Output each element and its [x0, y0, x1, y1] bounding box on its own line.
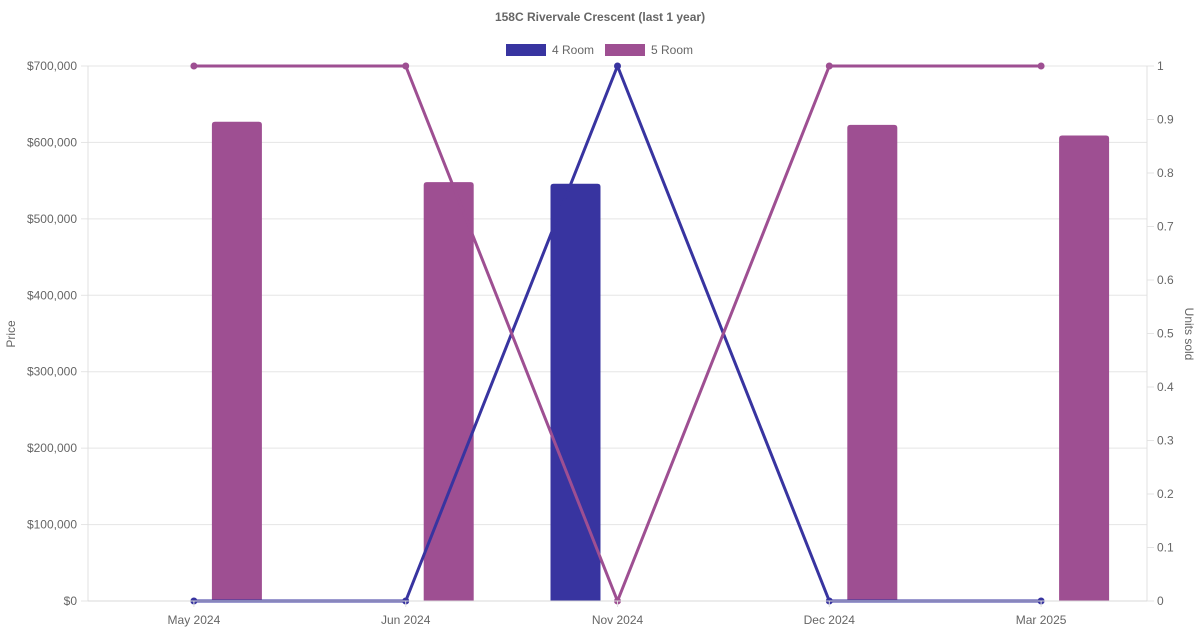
- bar-5-room-may-2024[interactable]: [211, 121, 262, 602]
- point-5-room-mar-2025[interactable]: [1037, 62, 1045, 70]
- chart-title: 158C Rivervale Crescent (last 1 year): [495, 10, 705, 24]
- legend-label-5-room: 5 Room: [651, 43, 693, 57]
- legend-label-4-room: 4 Room: [552, 43, 594, 57]
- legend: 4 Room 5 Room: [506, 43, 693, 57]
- left-tick-label: $400,000: [27, 288, 77, 302]
- left-tick-label: $100,000: [27, 518, 77, 532]
- left-tick-label: $300,000: [27, 365, 77, 379]
- point-5-room-may-2024[interactable]: [190, 62, 198, 70]
- axes: $0 $100,000 $200,000 $300,000 $400,000 $500,0…: [27, 59, 1174, 627]
- units-sold-lines: [190, 62, 1045, 605]
- right-tick-label: 0.7: [1157, 220, 1174, 234]
- bar-5-room-dec-2024[interactable]: [847, 124, 898, 601]
- x-tick-label-may-2024: May 2024: [168, 613, 221, 627]
- left-tick-label: $200,000: [27, 441, 77, 455]
- legend-item-5-room[interactable]: 5 Room: [605, 43, 693, 57]
- right-tick-label: 0.5: [1157, 327, 1174, 341]
- gridlines: [88, 65, 1147, 602]
- bar-5-room-jun-2024[interactable]: [423, 182, 474, 601]
- line-4-room-units-sold: [193, 64, 1042, 603]
- right-tick-label: 0.4: [1157, 380, 1174, 394]
- right-tick-label: 0.2: [1157, 487, 1174, 501]
- legend-item-4-room[interactable]: 4 Room: [506, 43, 594, 57]
- left-tick-label: $700,000: [27, 59, 77, 73]
- bar-4-room-nov-2024[interactable]: [550, 183, 601, 601]
- x-tick-label-dec-2024: Dec 2024: [804, 613, 856, 627]
- right-tick-label: 1: [1157, 59, 1164, 73]
- point-5-room-dec-2024[interactable]: [825, 62, 833, 70]
- bar-5-room-mar-2025[interactable]: [1059, 135, 1110, 602]
- right-tick-label: 0.1: [1157, 541, 1174, 555]
- right-tick-label: 0.3: [1157, 434, 1174, 448]
- point-4-room-nov-2024[interactable]: [614, 62, 621, 70]
- right-tick-label: 0.6: [1157, 273, 1174, 287]
- left-tick-label: $0: [64, 594, 78, 608]
- right-tick-label: 0.9: [1157, 113, 1174, 127]
- x-tick-label-jun-2024: Jun 2024: [381, 613, 431, 627]
- left-tick-label: $500,000: [27, 212, 77, 226]
- left-axis-title: Price: [4, 320, 18, 348]
- right-axis-title: Units sold: [1182, 308, 1196, 361]
- right-tick-label: 0: [1157, 594, 1164, 608]
- price-bars: [211, 121, 1110, 602]
- point-5-room-jun-2024[interactable]: [402, 62, 410, 70]
- legend-swatch-4-room: [506, 44, 546, 56]
- x-tick-label-mar-2025: Mar 2025: [1016, 613, 1067, 627]
- right-tick-label: 0.8: [1157, 166, 1174, 180]
- left-tick-label: $600,000: [27, 135, 77, 149]
- line-5-room-units-sold: [193, 64, 1042, 603]
- legend-swatch-5-room: [605, 44, 645, 56]
- x-tick-label-nov-2024: Nov 2024: [592, 613, 644, 627]
